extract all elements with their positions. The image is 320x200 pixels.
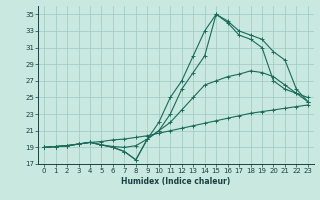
X-axis label: Humidex (Indice chaleur): Humidex (Indice chaleur) bbox=[121, 177, 231, 186]
